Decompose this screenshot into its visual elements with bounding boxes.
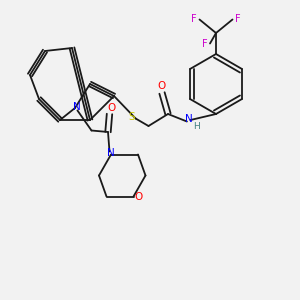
Text: F: F <box>191 14 197 25</box>
Text: O: O <box>158 81 166 92</box>
Text: O: O <box>135 191 143 202</box>
Text: O: O <box>108 103 116 113</box>
Text: H: H <box>193 122 200 131</box>
Text: F: F <box>202 38 207 49</box>
Text: N: N <box>185 113 193 124</box>
Text: S: S <box>129 112 135 122</box>
Text: F: F <box>235 14 241 25</box>
Text: N: N <box>73 101 80 112</box>
Text: N: N <box>107 148 115 158</box>
